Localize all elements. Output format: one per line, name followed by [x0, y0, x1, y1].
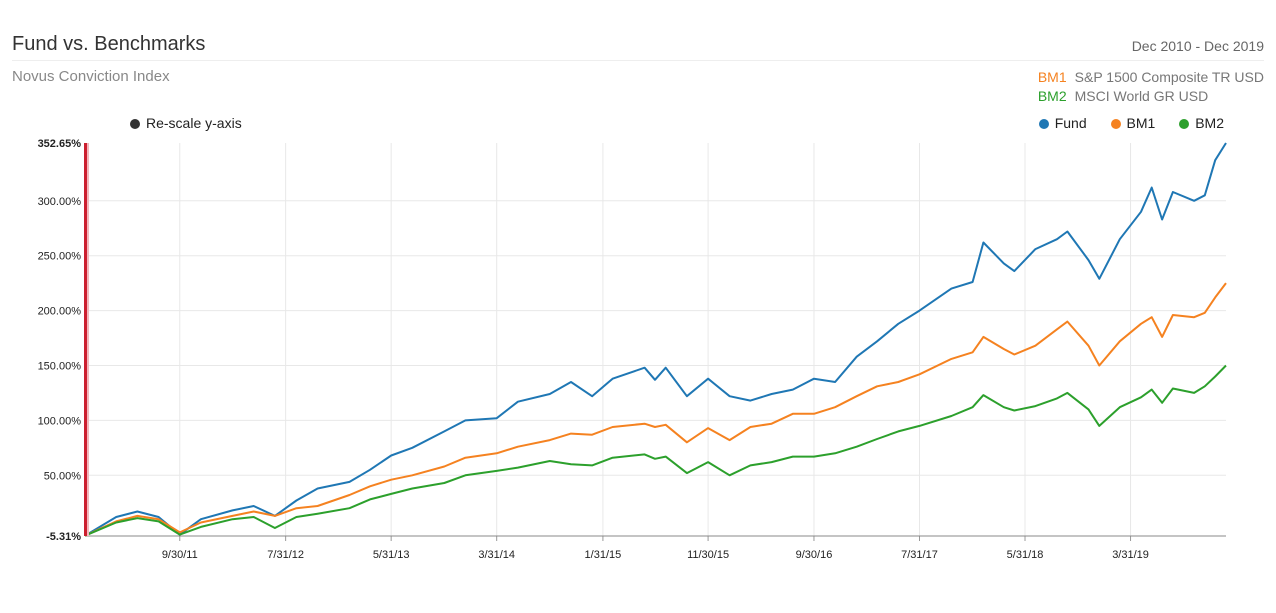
chart-title: Fund vs. Benchmarks: [12, 33, 206, 55]
benchmark-code: BM2: [1037, 88, 1067, 104]
legend-dot-icon: [1110, 119, 1121, 129]
legend-label: Fund: [1054, 115, 1087, 131]
rescale-y-axis-toggle[interactable]: Re-scale y-axis: [130, 115, 242, 131]
legend-label: BM1: [1126, 115, 1156, 131]
legend-item-fund[interactable]: Fund: [1038, 115, 1087, 131]
x-tick-label: 9/30/16: [796, 549, 833, 561]
x-tick-label: 1/31/15: [585, 549, 622, 561]
y-tick-label: -5.31%: [46, 531, 81, 543]
x-tick-label: 7/31/12: [267, 549, 304, 561]
benchmark-name: MSCI World GR USD: [1074, 88, 1209, 104]
legend-item-bm1[interactable]: BM1: [1110, 115, 1156, 131]
legend-dot-icon: [1038, 119, 1049, 129]
x-tick-label: 3/31/19: [1112, 549, 1149, 561]
y-tick-label: 150.00%: [38, 360, 82, 372]
benchmark-row-bm2: BM2 MSCI World GR USD: [1038, 87, 1264, 106]
date-range: Dec 2010 - Dec 2019: [1131, 38, 1264, 54]
rescale-label: Re-scale y-axis: [146, 115, 242, 131]
y-tick-label: 100.00%: [38, 415, 82, 427]
x-tick-label: 3/31/14: [478, 549, 515, 561]
benchmark-list: BM1 S&P 1500 Composite TR USD BM2 MSCI Wor…: [1038, 68, 1264, 106]
benchmark-row-bm1: BM1 S&P 1500 Composite TR USD: [1038, 68, 1264, 87]
range-handle-shadow: [87, 143, 89, 536]
series-line-bm2: [84, 364, 1227, 537]
y-tick-label: 200.00%: [38, 306, 82, 318]
y-tick-label: 250.00%: [38, 251, 82, 263]
x-tick-label: 9/30/11: [162, 549, 198, 561]
header-divider: [12, 60, 1264, 61]
y-tick-label: 50.00%: [44, 470, 82, 482]
legend-item-bm2[interactable]: BM2: [1179, 115, 1224, 131]
range-handle-left: [84, 143, 87, 536]
series-line-bm1: [84, 282, 1227, 537]
fund-name: Novus Conviction Index: [12, 68, 170, 85]
x-tick-label: 5/31/18: [1007, 549, 1044, 561]
benchmark-code: BM1: [1037, 69, 1067, 85]
x-tick-label: 7/31/17: [901, 549, 938, 561]
series-line-fund: [84, 142, 1227, 537]
chart-legend: Fund BM1 BM2: [1019, 115, 1224, 131]
legend-dot-icon: [1179, 119, 1190, 129]
y-tick-label: 352.65%: [38, 138, 82, 150]
x-tick-label: 11/30/15: [687, 549, 729, 561]
legend-label: BM2: [1195, 115, 1224, 131]
x-tick-label: 5/31/13: [373, 549, 410, 561]
y-tick-label: 300.00%: [38, 196, 82, 208]
rescale-dot-icon: [130, 119, 140, 129]
benchmark-name: S&P 1500 Composite TR USD: [1074, 69, 1264, 85]
